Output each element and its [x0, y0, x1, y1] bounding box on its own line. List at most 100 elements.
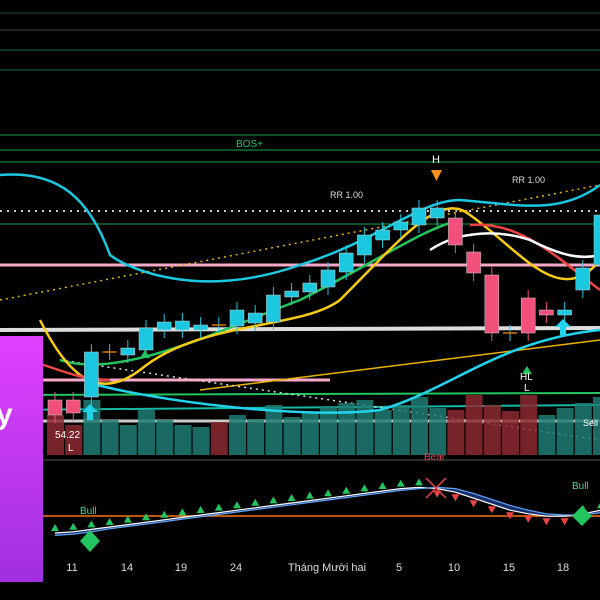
volume-bar: [574, 403, 592, 455]
volume-bar: [556, 408, 574, 455]
volume-bar: [301, 413, 319, 455]
rr-label-right: RR 1.00: [512, 175, 545, 185]
gray-level: [0, 326, 600, 332]
volume-bar: [119, 425, 137, 455]
candle-body: [411, 207, 427, 226]
moving-averages: [0, 173, 600, 414]
hl-label: HL: [520, 372, 533, 383]
up-triangle-icon: [123, 515, 132, 523]
candle-body: [120, 347, 136, 356]
sell-label: Sell: [583, 418, 598, 428]
up-triangle-icon: [105, 518, 114, 525]
x-tick-label: 14: [121, 562, 133, 574]
volume-bar: [338, 403, 356, 455]
x-tick-label: 19: [175, 562, 187, 574]
volume-bar: [138, 410, 155, 455]
bear-cross-icon: [425, 477, 447, 499]
down-triangle-icon: [431, 170, 442, 181]
bos-label: BOS+: [236, 139, 263, 150]
candle-body: [84, 351, 99, 398]
candle-body: [156, 321, 172, 331]
volume-bar: [192, 427, 210, 455]
rr-label-left: RR 1.00: [330, 190, 363, 200]
up-triangle-icon: [142, 513, 150, 521]
volume-bar: [65, 425, 83, 455]
up-triangle-icon: [597, 502, 600, 509]
oscillator-line: [54, 486, 600, 534]
candle-body: [138, 327, 154, 351]
down-triangle-icon: [542, 518, 551, 526]
volume-bar: [210, 422, 228, 455]
candle-body: [448, 217, 463, 246]
up-triangle-icon: [360, 484, 369, 492]
volume-bar: [593, 397, 600, 455]
bull-diamond-icon: [80, 530, 100, 552]
up-triangle-icon: [178, 508, 187, 516]
candle-body: [393, 221, 409, 231]
down-triangle-icon: [506, 512, 514, 520]
up-triangle-icon: [324, 489, 332, 497]
moving-average-line: [89, 328, 600, 414]
volume-bar: [520, 395, 538, 455]
up-triangle-icon: [140, 350, 150, 358]
volume-bar: [374, 410, 392, 455]
oscillator-pane: [0, 477, 600, 552]
moving-average-line: [59, 218, 461, 366]
candle-body: [193, 324, 208, 331]
up-triangle-icon: [160, 510, 169, 518]
volume-bar: [392, 405, 410, 455]
bear-label: Bear: [424, 452, 446, 463]
volume-bar: [101, 420, 119, 455]
volume-bar: [447, 410, 465, 455]
volume-bar: [356, 400, 374, 455]
up-triangle-icon: [522, 366, 532, 374]
volume-bar: [47, 415, 64, 455]
candle-body: [266, 294, 281, 323]
up-triangle-icon: [196, 506, 205, 513]
candle-body: [539, 309, 554, 316]
x-tick-label: 18: [557, 562, 569, 574]
candle-body: [466, 251, 481, 274]
candle-body: [557, 309, 572, 316]
up-triangle-icon: [396, 479, 405, 487]
x-tick-label: 10: [448, 562, 460, 574]
candle-body: [229, 309, 245, 327]
volume-bar: [283, 417, 301, 455]
up-triangle-icon: [233, 501, 241, 509]
up-triangle-icon: [269, 496, 278, 504]
moving-average-line: [0, 173, 600, 283]
down-triangle-icon: [451, 494, 460, 502]
x-tick-label: 11: [66, 562, 77, 574]
candle-body: [520, 297, 536, 334]
candle-body: [338, 252, 354, 273]
up-triangle-icon: [305, 491, 314, 499]
up-triangle-icon: [342, 486, 351, 494]
up-arrow-icon: [555, 319, 571, 335]
x-tick-label: 5: [396, 562, 402, 574]
x-tick-label: 24: [230, 562, 242, 574]
up-arrow-icon: [82, 404, 98, 420]
volume-bar: [538, 415, 556, 455]
candle-body: [302, 282, 318, 293]
volume-bar: [320, 407, 337, 455]
down-triangle-icon: [524, 515, 533, 523]
down-triangle-icon: [469, 500, 478, 508]
candles: [47, 200, 600, 423]
bull-diamond-icon: [572, 506, 592, 526]
x-tick-label: Tháng Mười hai: [288, 562, 366, 574]
moving-average-line: [38, 207, 600, 386]
volume-bar: [247, 419, 265, 455]
candle-body: [320, 269, 336, 288]
candle-body: [575, 267, 591, 291]
high-label: H: [432, 154, 440, 166]
volume-bar: [483, 405, 501, 455]
candle-body: [429, 207, 445, 219]
l-label-right: L: [524, 383, 530, 394]
volume-bar: [156, 420, 174, 455]
promo-overlay: y: [0, 336, 43, 582]
green-level: [0, 392, 600, 396]
volume-bar: [502, 411, 519, 455]
volume-bar: [429, 408, 447, 455]
